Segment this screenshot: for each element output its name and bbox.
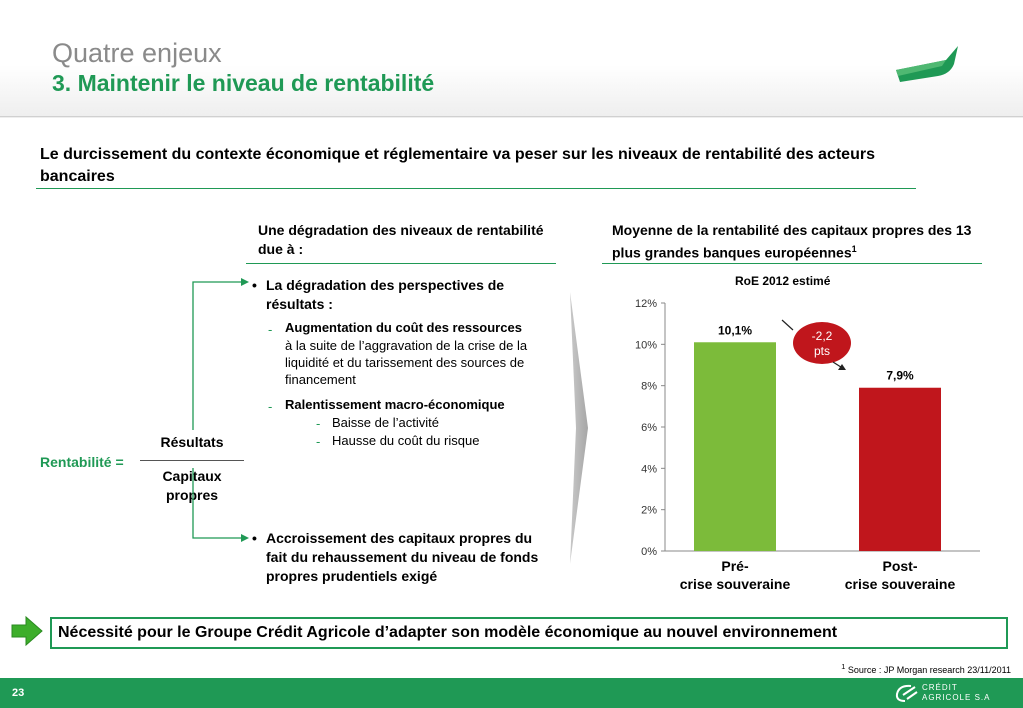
green-swoosh-icon xyxy=(896,46,958,82)
x-category-label: Pré- xyxy=(721,558,749,574)
y-tick-label: 6% xyxy=(641,422,657,434)
formula-label: Rentabilité = xyxy=(40,454,124,470)
intro-text: Le durcissement du contexte économique e… xyxy=(40,146,875,185)
credit-agricole-logo-icon xyxy=(895,684,918,702)
x-category-label: crise souveraine xyxy=(845,576,956,592)
left-column-heading: Une dégradation des niveaux de rentabili… xyxy=(258,222,544,257)
data-label: 7,9% xyxy=(886,369,914,383)
connector-arrows xyxy=(192,278,249,542)
sub2-item: Hausse du coût du risque xyxy=(332,433,480,448)
y-tick-label: 8% xyxy=(641,381,657,393)
annotation-text: pts xyxy=(814,344,830,358)
bullet-marker: • xyxy=(252,277,257,293)
intro-rule xyxy=(36,188,916,189)
y-tick-label: 12% xyxy=(635,298,657,310)
chevron-separator-icon xyxy=(570,292,588,564)
bar-2 xyxy=(859,387,941,551)
x-category-label: crise souveraine xyxy=(680,576,791,592)
sub2-title: Ralentissement macro-économique xyxy=(285,397,505,412)
sub1-text: à la suite de l’aggravation de la crise … xyxy=(285,338,528,387)
formula-denominator-1: Capitaux xyxy=(162,468,222,484)
bar-1 xyxy=(694,342,776,551)
page-title: Quatre enjeux xyxy=(52,38,222,68)
bullet2-text: Accroissement des capitaux propres du fa… xyxy=(266,530,539,584)
annotation-bubble xyxy=(793,322,851,364)
annotation-arrow-in xyxy=(781,319,794,331)
formula-numerator: Résultats xyxy=(160,434,224,450)
sub1-title: Augmentation du coût des ressources xyxy=(285,320,522,335)
bullet1-text: La dégradation des perspectives de résul… xyxy=(266,277,505,312)
y-tick-label: 2% xyxy=(641,505,657,517)
footer-bar xyxy=(0,678,1023,708)
brand-name: CRÉDIT AGRICOLE S.A xyxy=(922,683,991,702)
annotation-arrowhead xyxy=(838,364,846,370)
annotation-text: -2,2 xyxy=(812,329,833,343)
y-tick-label: 0% xyxy=(641,546,657,558)
bullet-marker: • xyxy=(252,530,257,546)
dash-marker: - xyxy=(268,322,273,337)
chart-title: RoE 2012 estimé xyxy=(735,274,831,288)
footnote: 1 Source : JP Morgan research 23/11/2011 xyxy=(841,662,1011,675)
right-heading-rule xyxy=(602,263,982,264)
header-divider xyxy=(0,116,1023,117)
roe-bar-chart: 0% 2% 4% 6% 8% 10% 12% 10,1% Pré-crise souverain… xyxy=(635,298,980,592)
dash-marker: - xyxy=(268,399,273,414)
right-column-heading: Moyenne de la rentabilité des capitaux p… xyxy=(612,222,972,261)
header-background xyxy=(0,0,1023,118)
page-subtitle: 3. Maintenir le niveau de rentabilité xyxy=(52,70,435,96)
conclusion-box: Nécessité pour le Groupe Crédit Agricole… xyxy=(50,617,1008,649)
sub2-item: Baisse de l’activité xyxy=(332,415,439,430)
dash-marker: - xyxy=(316,434,321,449)
x-category-label: Post- xyxy=(883,558,918,574)
green-arrow-icon xyxy=(11,615,43,647)
data-label: 10,1% xyxy=(718,323,752,337)
page-number: 23 xyxy=(12,687,25,699)
formula-denominator-2: propres xyxy=(165,487,219,503)
y-tick-label: 4% xyxy=(641,463,657,475)
dash-marker: - xyxy=(316,416,321,431)
left-heading-rule xyxy=(246,263,556,264)
fraction-bar xyxy=(140,460,244,461)
y-tick-label: 10% xyxy=(635,339,657,351)
